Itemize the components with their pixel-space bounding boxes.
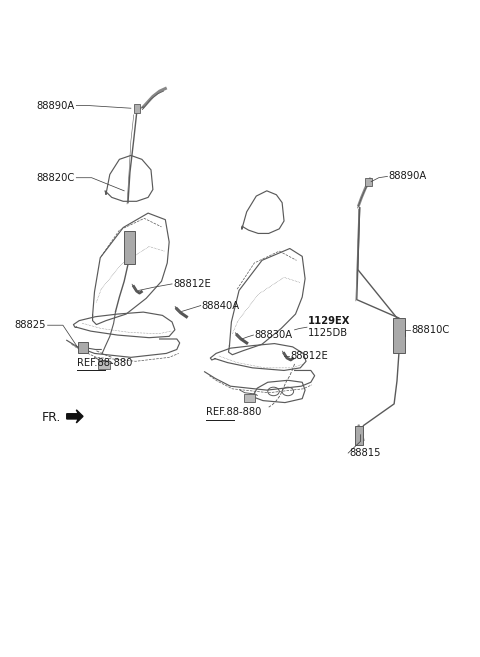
Text: 88830A: 88830A: [254, 330, 292, 340]
Polygon shape: [244, 394, 255, 402]
Text: 88820C: 88820C: [36, 173, 75, 183]
Text: 88812E: 88812E: [173, 279, 211, 289]
Text: 88890A: 88890A: [36, 101, 75, 110]
Text: 88890A: 88890A: [388, 171, 427, 181]
Polygon shape: [235, 332, 242, 340]
Text: 88810C: 88810C: [411, 325, 450, 336]
Text: 1129EX: 1129EX: [308, 315, 350, 326]
Polygon shape: [365, 177, 372, 185]
Text: 1125DB: 1125DB: [308, 328, 348, 338]
Polygon shape: [393, 318, 405, 353]
Text: REF.88-880: REF.88-880: [206, 407, 262, 417]
Polygon shape: [67, 410, 83, 423]
Polygon shape: [355, 426, 363, 445]
Text: 88812E: 88812E: [290, 351, 328, 361]
Polygon shape: [132, 284, 137, 292]
Text: 88840A: 88840A: [202, 300, 240, 311]
Polygon shape: [282, 351, 288, 359]
Text: REF.88-880: REF.88-880: [77, 357, 132, 368]
Text: FR.: FR.: [41, 411, 61, 424]
Polygon shape: [175, 306, 181, 314]
Text: 88815: 88815: [349, 448, 381, 458]
Polygon shape: [78, 342, 88, 353]
Text: 88825: 88825: [15, 320, 46, 330]
Polygon shape: [98, 361, 110, 369]
Polygon shape: [124, 231, 135, 264]
Polygon shape: [134, 104, 141, 114]
